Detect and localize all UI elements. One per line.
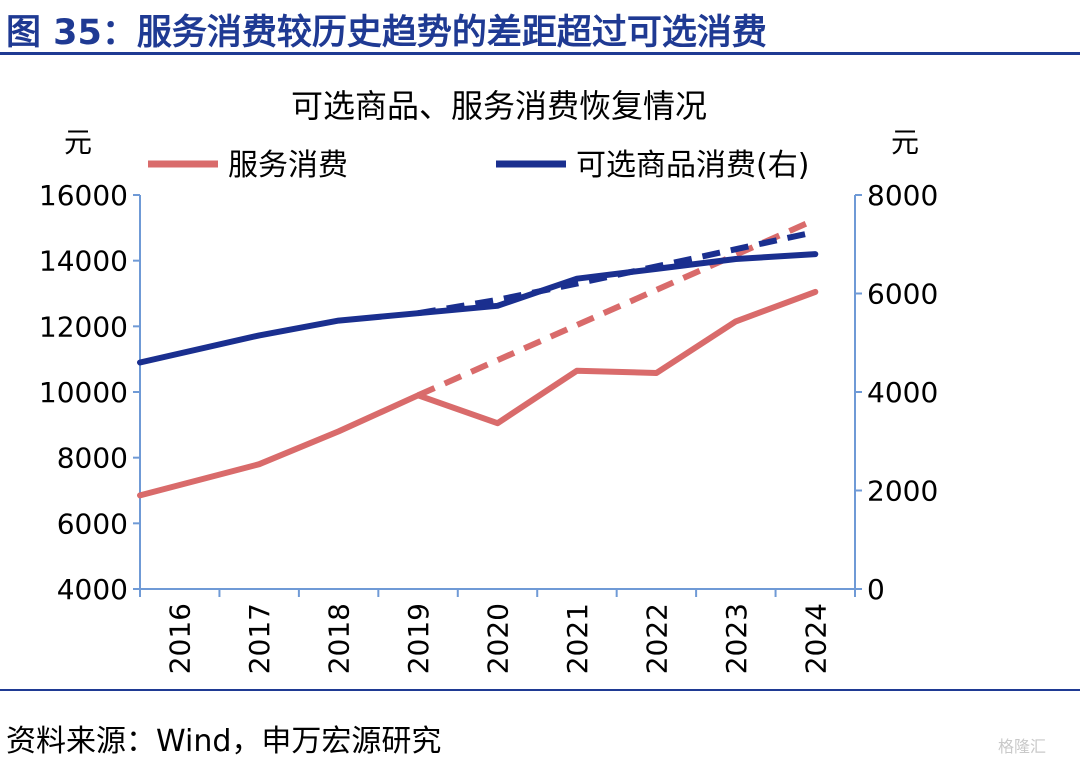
source-note: 资料来源：Wind，申万宏源研究 xyxy=(6,724,442,759)
figure-title: 图 35：服务消费较历史趋势的差距超过可选消费 xyxy=(6,13,767,53)
y-right-tick-label: 6000 xyxy=(867,278,938,311)
x-tick-label: 2021 xyxy=(561,603,594,674)
y-right-tick-label: 8000 xyxy=(867,179,938,212)
chart-title: 可选商品、服务消费恢复情况 xyxy=(291,87,707,125)
x-ticks: 2016 2017 2018 2019 2020 2021 2022 2023 2024 xyxy=(139,589,856,674)
y-left-tick-label: 16000 xyxy=(39,179,128,212)
footer-divider xyxy=(0,689,1080,691)
line-chart: 可选商品、服务消费恢复情况 元 元 服务消费 可选商品消费(右) 4000 600… xyxy=(39,87,938,674)
x-tick-label: 2018 xyxy=(323,603,356,674)
y-left-tick-label: 10000 xyxy=(39,376,128,409)
x-tick-label: 2023 xyxy=(720,603,753,674)
y-left-tick-label: 8000 xyxy=(57,442,128,475)
x-tick-label: 2016 xyxy=(164,603,197,674)
x-tick-label: 2020 xyxy=(482,603,515,674)
x-tick-label: 2017 xyxy=(243,603,276,674)
y-left-unit: 元 xyxy=(64,126,92,159)
y-right-unit: 元 xyxy=(891,126,919,159)
title-divider xyxy=(0,52,1080,55)
y-left-tick-label: 12000 xyxy=(39,310,128,343)
y-left-tick-label: 14000 xyxy=(39,245,128,278)
y-right-tick-label: 2000 xyxy=(867,475,938,508)
x-tick-label: 2022 xyxy=(640,603,673,674)
y-left-tick-label: 6000 xyxy=(57,507,128,540)
y-right-ticks: 0 2000 4000 6000 8000 xyxy=(855,179,938,606)
goods-line xyxy=(137,251,819,366)
legend-label-services: 服务消费 xyxy=(228,148,348,183)
axes xyxy=(139,195,856,590)
services-line xyxy=(137,288,819,499)
services-trend-line xyxy=(416,216,817,399)
legend-label-goods: 可选商品消费(右) xyxy=(576,148,809,183)
y-left-tick-label: 4000 xyxy=(57,573,128,606)
x-tick-label: 2024 xyxy=(799,603,832,674)
goods-trend-line xyxy=(417,228,816,317)
legend: 服务消费 可选商品消费(右) xyxy=(148,148,809,183)
x-tick-label: 2019 xyxy=(402,603,435,674)
series-layer xyxy=(137,216,819,499)
watermark: 格隆汇 xyxy=(998,737,1047,756)
y-left-ticks: 4000 6000 8000 10000 12000 14000 16000 xyxy=(39,179,140,606)
y-right-tick-label: 4000 xyxy=(867,376,938,409)
y-right-tick-label: 0 xyxy=(867,573,885,606)
